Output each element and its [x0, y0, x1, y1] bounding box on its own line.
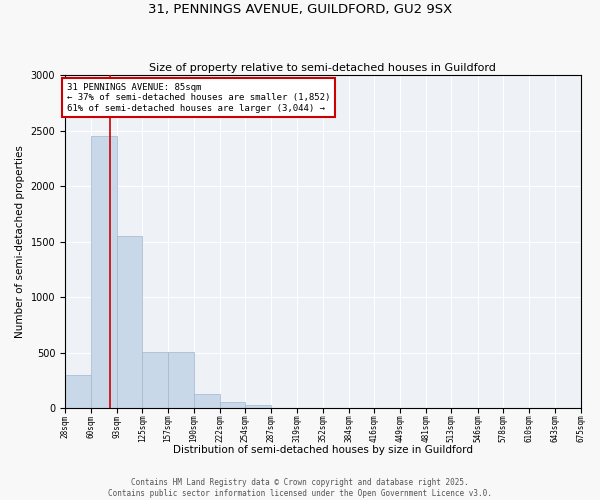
Bar	[91, 136, 117, 408]
Title: Size of property relative to semi-detached houses in Guildford: Size of property relative to semi-detach…	[149, 63, 496, 73]
X-axis label: Distribution of semi-detached houses by size in Guildford: Distribution of semi-detached houses by …	[173, 445, 473, 455]
Bar	[65, 375, 91, 408]
Bar	[142, 352, 168, 408]
Text: 31, PENNINGS AVENUE, GUILDFORD, GU2 9SX: 31, PENNINGS AVENUE, GUILDFORD, GU2 9SX	[148, 2, 452, 16]
Bar	[117, 236, 142, 408]
Bar	[220, 402, 245, 408]
Bar	[245, 405, 271, 408]
Bar	[194, 394, 220, 408]
Text: Contains HM Land Registry data © Crown copyright and database right 2025.
Contai: Contains HM Land Registry data © Crown c…	[108, 478, 492, 498]
Y-axis label: Number of semi-detached properties: Number of semi-detached properties	[15, 146, 25, 338]
Bar	[168, 352, 194, 408]
Text: 31 PENNINGS AVENUE: 85sqm
← 37% of semi-detached houses are smaller (1,852)
61% : 31 PENNINGS AVENUE: 85sqm ← 37% of semi-…	[67, 83, 330, 112]
